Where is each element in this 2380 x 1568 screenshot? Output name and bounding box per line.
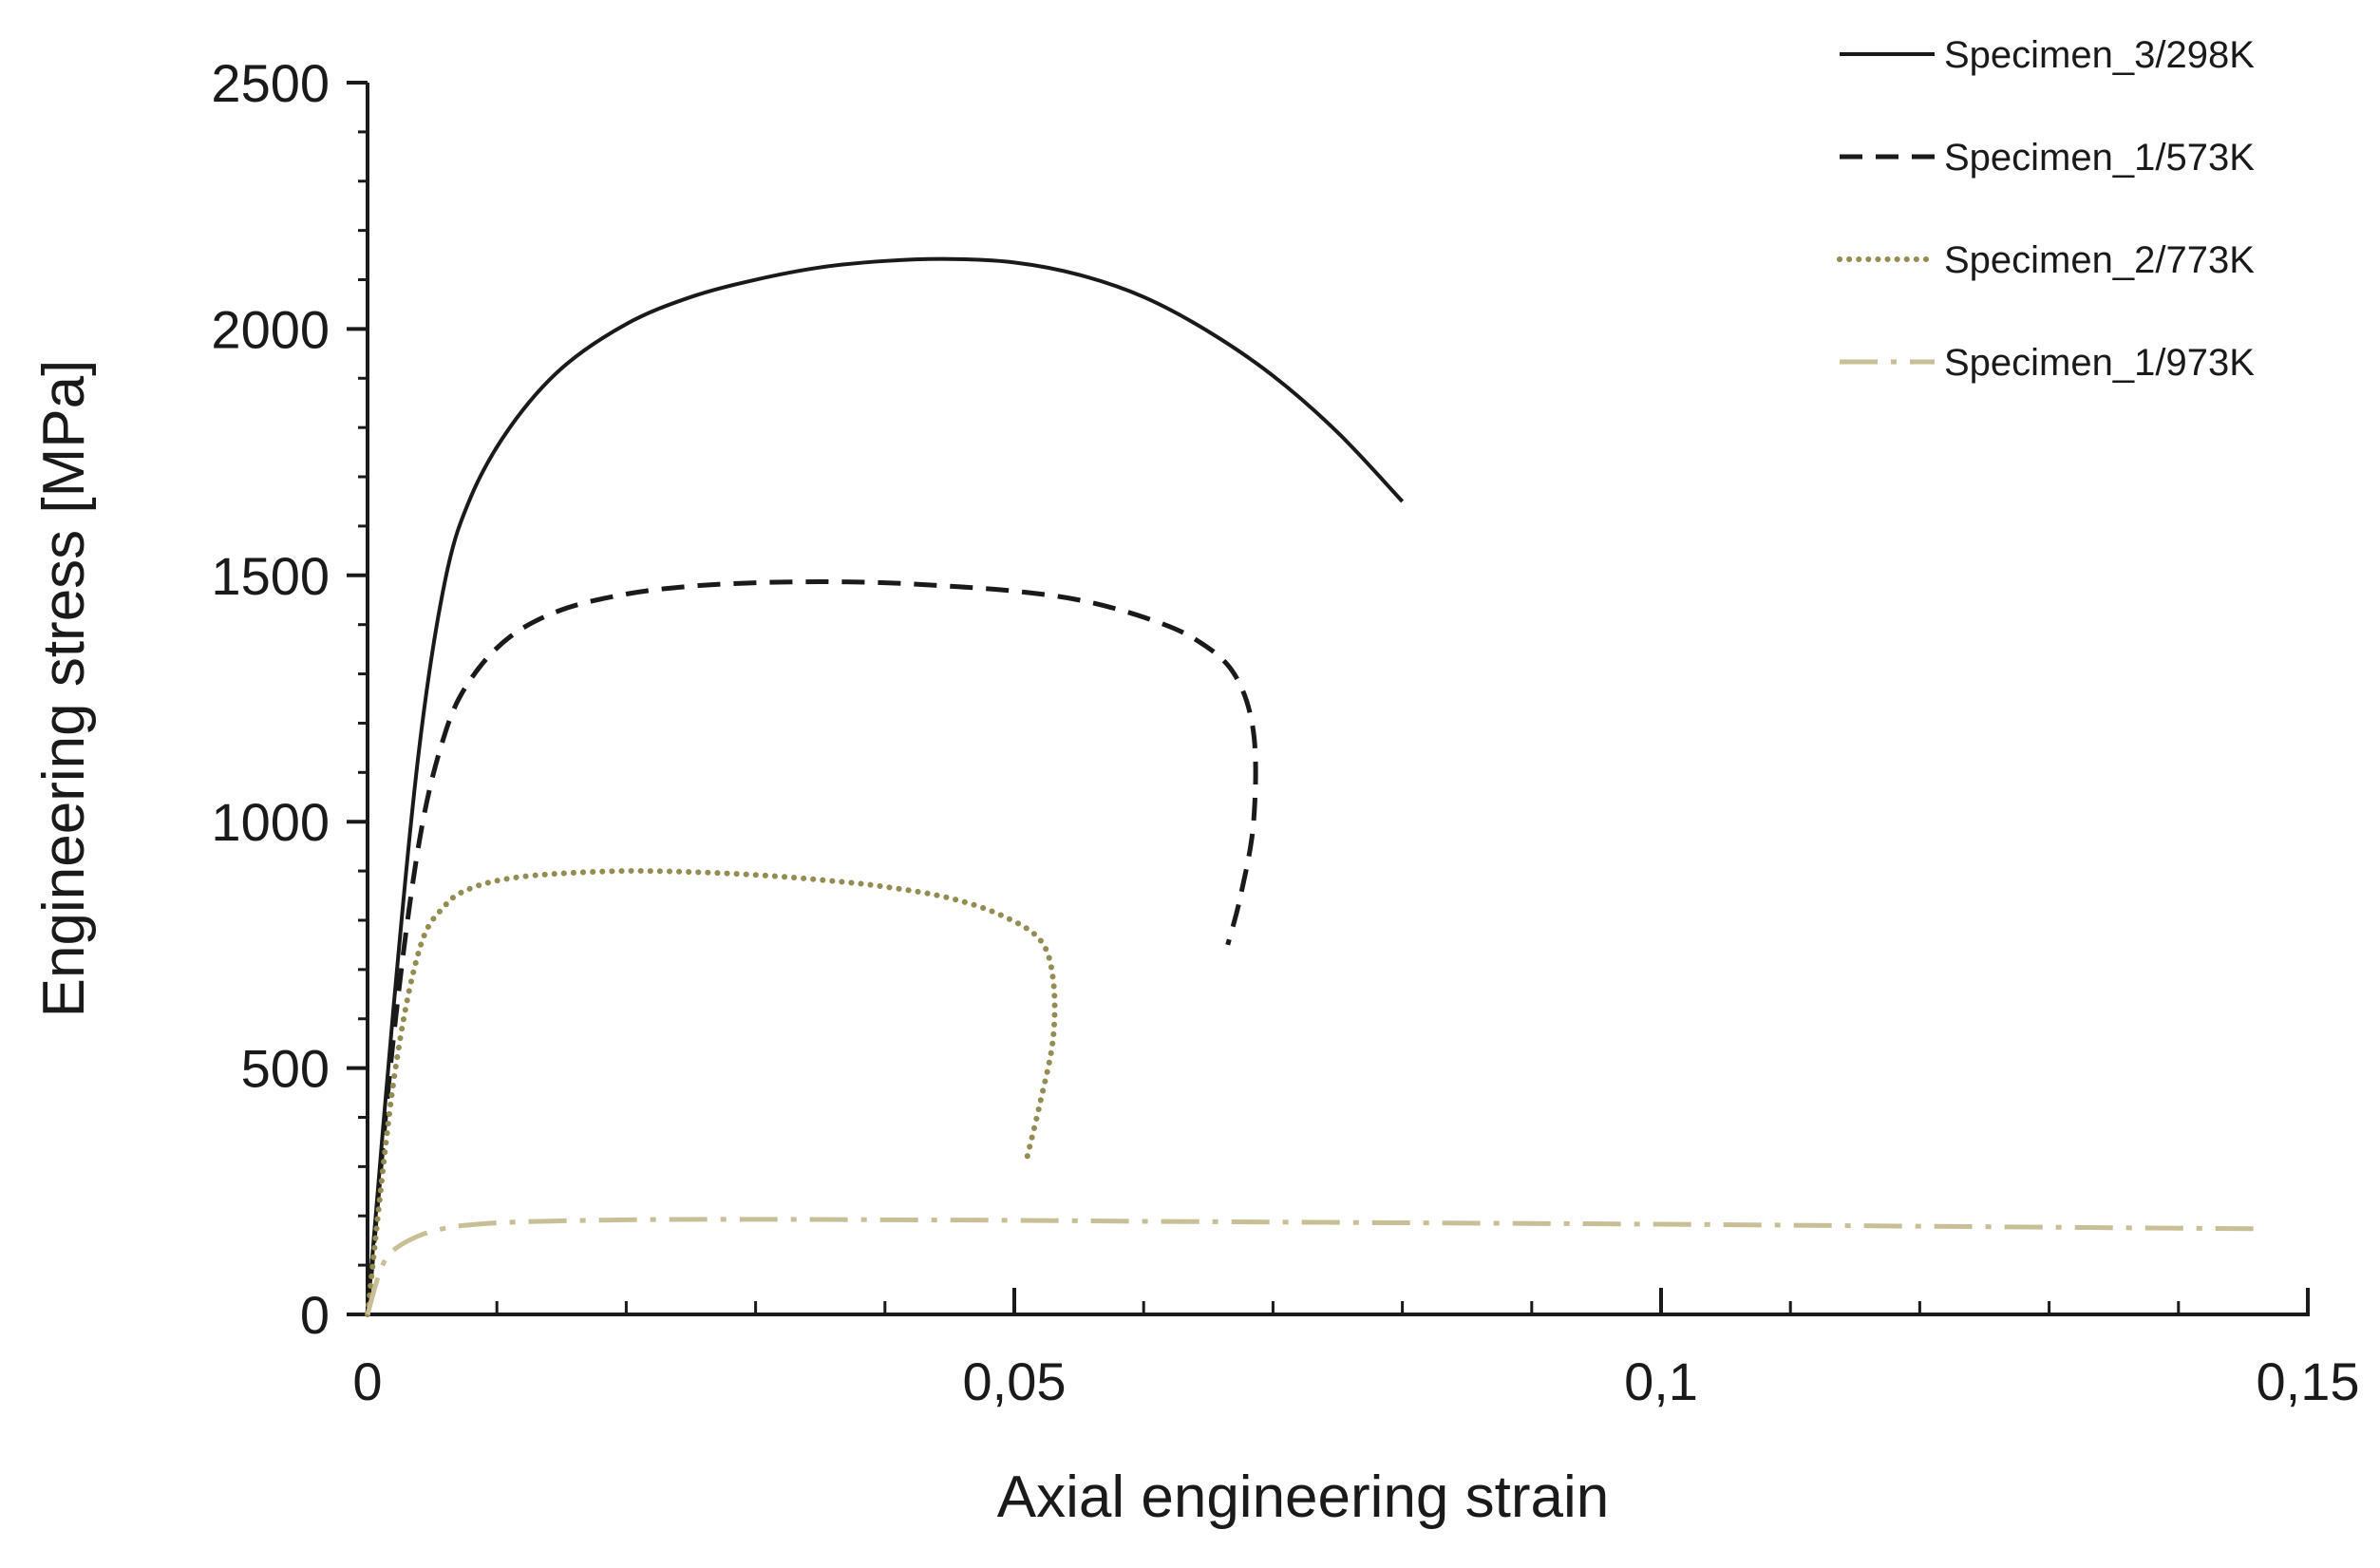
legend: Specimen_3/298K Specimen_1/573K Specimen_2… <box>1837 34 2255 384</box>
legend-label: Specimen_1/973K <box>1944 342 2255 384</box>
x-tick-label: 0 <box>352 1351 382 1411</box>
legend-label: Specimen_2/773K <box>1944 239 2255 281</box>
y-tick-label: 500 <box>241 1039 330 1099</box>
legend-item-specimen-1-573k: Specimen_1/573K <box>1840 137 2255 179</box>
y-tick-label: 2000 <box>211 299 330 359</box>
y-axis-label: Engineering stress [MPa] <box>31 360 97 1018</box>
legend-item-specimen-2-773k: Specimen_2/773K <box>1837 239 2255 281</box>
legend-item-specimen-3-298k: Specimen_3/298K <box>1840 34 2255 76</box>
legend-item-specimen-1-973k: Specimen_1/973K <box>1840 342 2255 384</box>
legend-label: Specimen_1/573K <box>1944 137 2255 179</box>
series-line-specimen-3-298k <box>366 256 1405 1315</box>
plot-area <box>365 256 2257 1317</box>
y-tick-label: 1000 <box>211 792 330 852</box>
x-tick-label: 0,05 <box>963 1351 1067 1411</box>
x-tick-label: 0,15 <box>2257 1351 2360 1411</box>
y-tick-label: 1500 <box>211 546 330 606</box>
series-line-specimen-2-773k <box>365 868 1058 1317</box>
axes: 0 500 1000 1500 2000 2500 0 0,05 0,1 0,15 <box>211 53 2359 1411</box>
legend-label: Specimen_3/298K <box>1944 34 2255 76</box>
series-line-specimen-1-573k <box>365 579 1258 1315</box>
y-tick-label: 2500 <box>211 53 330 113</box>
x-axis-label: Axial engineering strain <box>997 1464 1610 1530</box>
y-tick-label: 0 <box>300 1285 330 1345</box>
x-tick-label: 0,1 <box>1624 1351 1698 1411</box>
series-line-specimen-1-973k <box>365 1217 2257 1315</box>
